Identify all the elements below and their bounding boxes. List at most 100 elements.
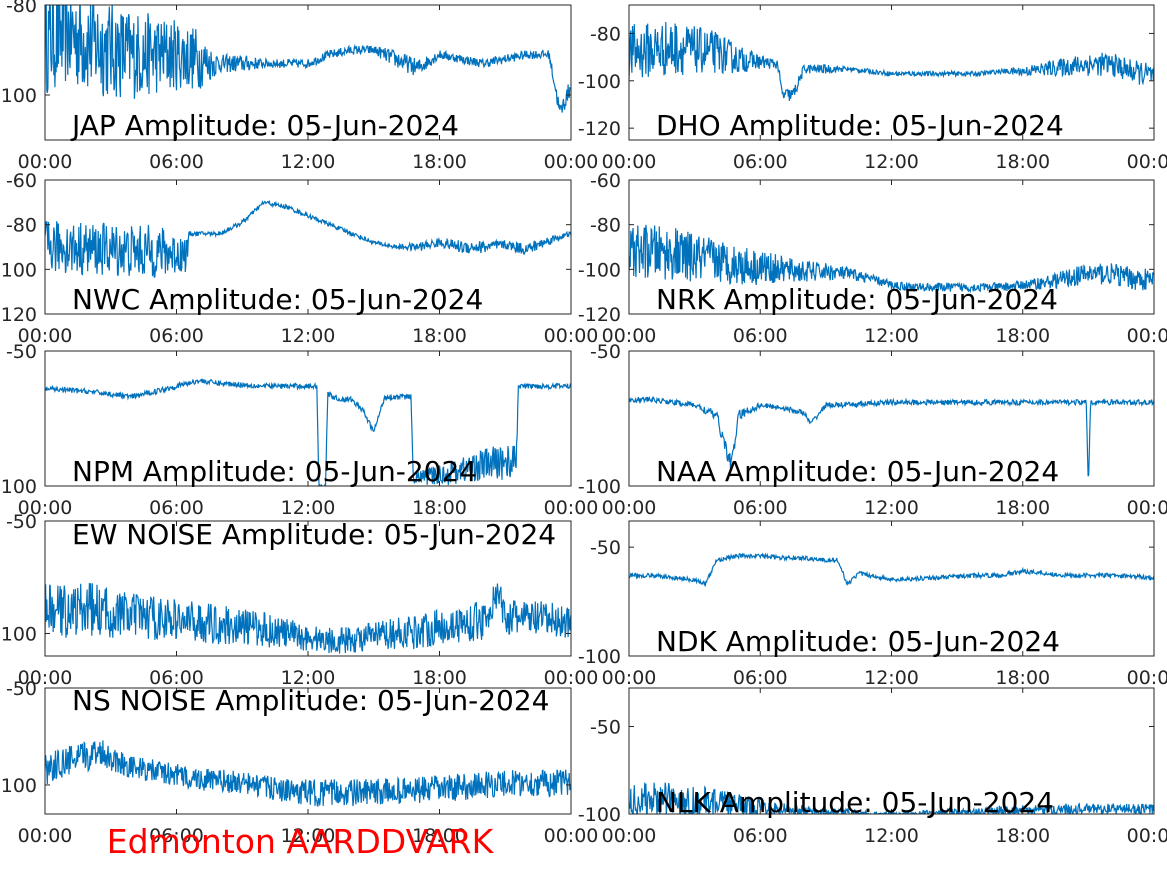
y-tick-label: -80 bbox=[590, 23, 621, 45]
panel-title: NRK Amplitude: 05-Jun-2024 bbox=[656, 283, 1058, 316]
x-tick-label: 00:00 bbox=[18, 497, 73, 519]
x-tick-label: 06:00 bbox=[149, 497, 204, 519]
x-tick-label: 00:00 bbox=[602, 325, 657, 347]
y-tick-label: -80 bbox=[6, 0, 37, 17]
chart-panel-2: -80 -100 -120 00:00 06:00 12:00 18:00 00:00 DHO … bbox=[578, 4, 1167, 173]
y-tick-label: -60 bbox=[6, 170, 37, 192]
x-tick-label: 00:00 bbox=[602, 497, 657, 519]
y-tick-label: 100 bbox=[1, 476, 37, 498]
series-trace bbox=[629, 21, 1154, 102]
y-tick-label: 100 bbox=[1, 624, 37, 646]
y-tick-label: -50 bbox=[6, 511, 37, 533]
panel-title: JAP Amplitude: 05-Jun-2024 bbox=[70, 109, 459, 142]
x-tick-label: 12:00 bbox=[864, 667, 919, 689]
x-tick-label: 18:00 bbox=[412, 325, 467, 347]
x-tick-label: 00:00 bbox=[1127, 151, 1167, 173]
x-tick-label: 00:00 bbox=[18, 825, 73, 847]
x-tick-label: 06:00 bbox=[733, 667, 788, 689]
y-tick-label: 100 bbox=[1, 775, 37, 797]
y-tick-label: -50 bbox=[590, 537, 621, 559]
x-tick-label: 00:00 bbox=[544, 667, 599, 689]
series-trace bbox=[629, 395, 1154, 477]
x-tick-label: 18:00 bbox=[995, 151, 1050, 173]
x-tick-label: 18:00 bbox=[995, 325, 1050, 347]
series-trace bbox=[45, 583, 571, 654]
chart-panel-1: -80 100 00:00 06:00 12:00 18:00 00:00 JAP Ampli… bbox=[1, 0, 599, 173]
x-tick-label: 12:00 bbox=[864, 151, 919, 173]
x-tick-label: 12:00 bbox=[281, 325, 336, 347]
y-tick-label: -100 bbox=[578, 804, 621, 826]
y-tick-label: -60 bbox=[590, 170, 621, 192]
x-tick-label: 00:00 bbox=[544, 151, 599, 173]
panel-title: NPM Amplitude: 05-Jun-2024 bbox=[72, 455, 477, 488]
x-tick-label: 18:00 bbox=[412, 151, 467, 173]
series-trace bbox=[629, 552, 1154, 588]
x-tick-label: 18:00 bbox=[412, 825, 467, 847]
x-tick-label: 06:00 bbox=[149, 151, 204, 173]
x-tick-label: 06:00 bbox=[149, 667, 204, 689]
x-tick-label: 18:00 bbox=[995, 667, 1050, 689]
x-tick-label: 12:00 bbox=[281, 497, 336, 519]
x-tick-label: 18:00 bbox=[412, 497, 467, 519]
series-trace bbox=[45, 199, 571, 279]
x-tick-label: 00:00 bbox=[1127, 667, 1167, 689]
x-tick-label: 00:00 bbox=[544, 325, 599, 347]
x-tick-label: 12:00 bbox=[864, 497, 919, 519]
x-tick-label: 00:00 bbox=[1127, 497, 1167, 519]
y-tick-label: -80 bbox=[590, 215, 621, 237]
x-tick-label: 00:00 bbox=[18, 151, 73, 173]
series-trace bbox=[45, 5, 571, 113]
y-tick-label: -50 bbox=[6, 341, 37, 363]
x-tick-label: 12:00 bbox=[281, 825, 336, 847]
panel-title: NDK Amplitude: 05-Jun-2024 bbox=[656, 625, 1060, 658]
panel-title: NAA Amplitude: 05-Jun-2024 bbox=[656, 455, 1059, 488]
panel-title: DHO Amplitude: 05-Jun-2024 bbox=[656, 109, 1064, 142]
chart-panel-4: -60-80-100-12000:0006:0012:0018:0000:00N… bbox=[578, 170, 1167, 347]
footer-label: Edmonton AARDDVARK bbox=[107, 822, 495, 861]
panel-title: EW NOISE Amplitude: 05-Jun-2024 bbox=[72, 518, 556, 551]
chart-panel-7: -50 100 00:00 06:00 12:00 18:00 00:00 EW NOISE … bbox=[1, 511, 599, 689]
panel-title: NLK Amplitude: 05-Jun-2024 bbox=[656, 786, 1054, 819]
x-tick-label: 00:00 bbox=[602, 151, 657, 173]
x-tick-label: 00:00 bbox=[1127, 325, 1167, 347]
x-tick-label: 00:00 bbox=[544, 497, 599, 519]
x-tick-label: 12:00 bbox=[864, 325, 919, 347]
x-tick-label: 18:00 bbox=[995, 497, 1050, 519]
x-tick-label: 12:00 bbox=[864, 825, 919, 847]
chart-panel-9: -50 100 00:00 06:00 12:00 18:00 00:00 NS NOISE … bbox=[1, 678, 599, 847]
series-trace bbox=[629, 224, 1154, 294]
series-trace bbox=[45, 378, 571, 486]
x-tick-label: 12:00 bbox=[281, 667, 336, 689]
y-tick-label: -100 bbox=[578, 476, 621, 498]
panel-title: NS NOISE Amplitude: 05-Jun-2024 bbox=[72, 684, 549, 717]
y-tick-label: -100 bbox=[578, 646, 621, 668]
x-tick-label: 00:00 bbox=[544, 825, 599, 847]
x-tick-label: 00:00 bbox=[602, 825, 657, 847]
y-tick-label: 100 bbox=[1, 259, 37, 281]
x-tick-label: 06:00 bbox=[733, 497, 788, 519]
x-tick-label: 18:00 bbox=[995, 825, 1050, 847]
x-tick-label: 00:00 bbox=[602, 667, 657, 689]
x-tick-label: 06:00 bbox=[733, 825, 788, 847]
x-tick-label: 06:00 bbox=[733, 151, 788, 173]
panel-title: NWC Amplitude: 05-Jun-2024 bbox=[72, 283, 483, 316]
y-tick-label: -120 bbox=[578, 118, 621, 140]
x-tick-label: 06:00 bbox=[733, 325, 788, 347]
x-tick-label: 18:00 bbox=[412, 667, 467, 689]
y-tick-label: 100 bbox=[1, 85, 37, 107]
x-tick-label: 00:00 bbox=[18, 667, 73, 689]
y-tick-label: -100 bbox=[578, 71, 621, 93]
y-tick-label: -80 bbox=[6, 215, 37, 237]
y-tick-label: -100 bbox=[578, 259, 621, 281]
x-tick-label: 00:00 bbox=[18, 325, 73, 347]
y-tick-label: 120 bbox=[1, 304, 37, 326]
x-tick-label: 06:00 bbox=[149, 825, 204, 847]
y-tick-label: -120 bbox=[578, 304, 621, 326]
x-tick-label: 06:00 bbox=[149, 325, 204, 347]
